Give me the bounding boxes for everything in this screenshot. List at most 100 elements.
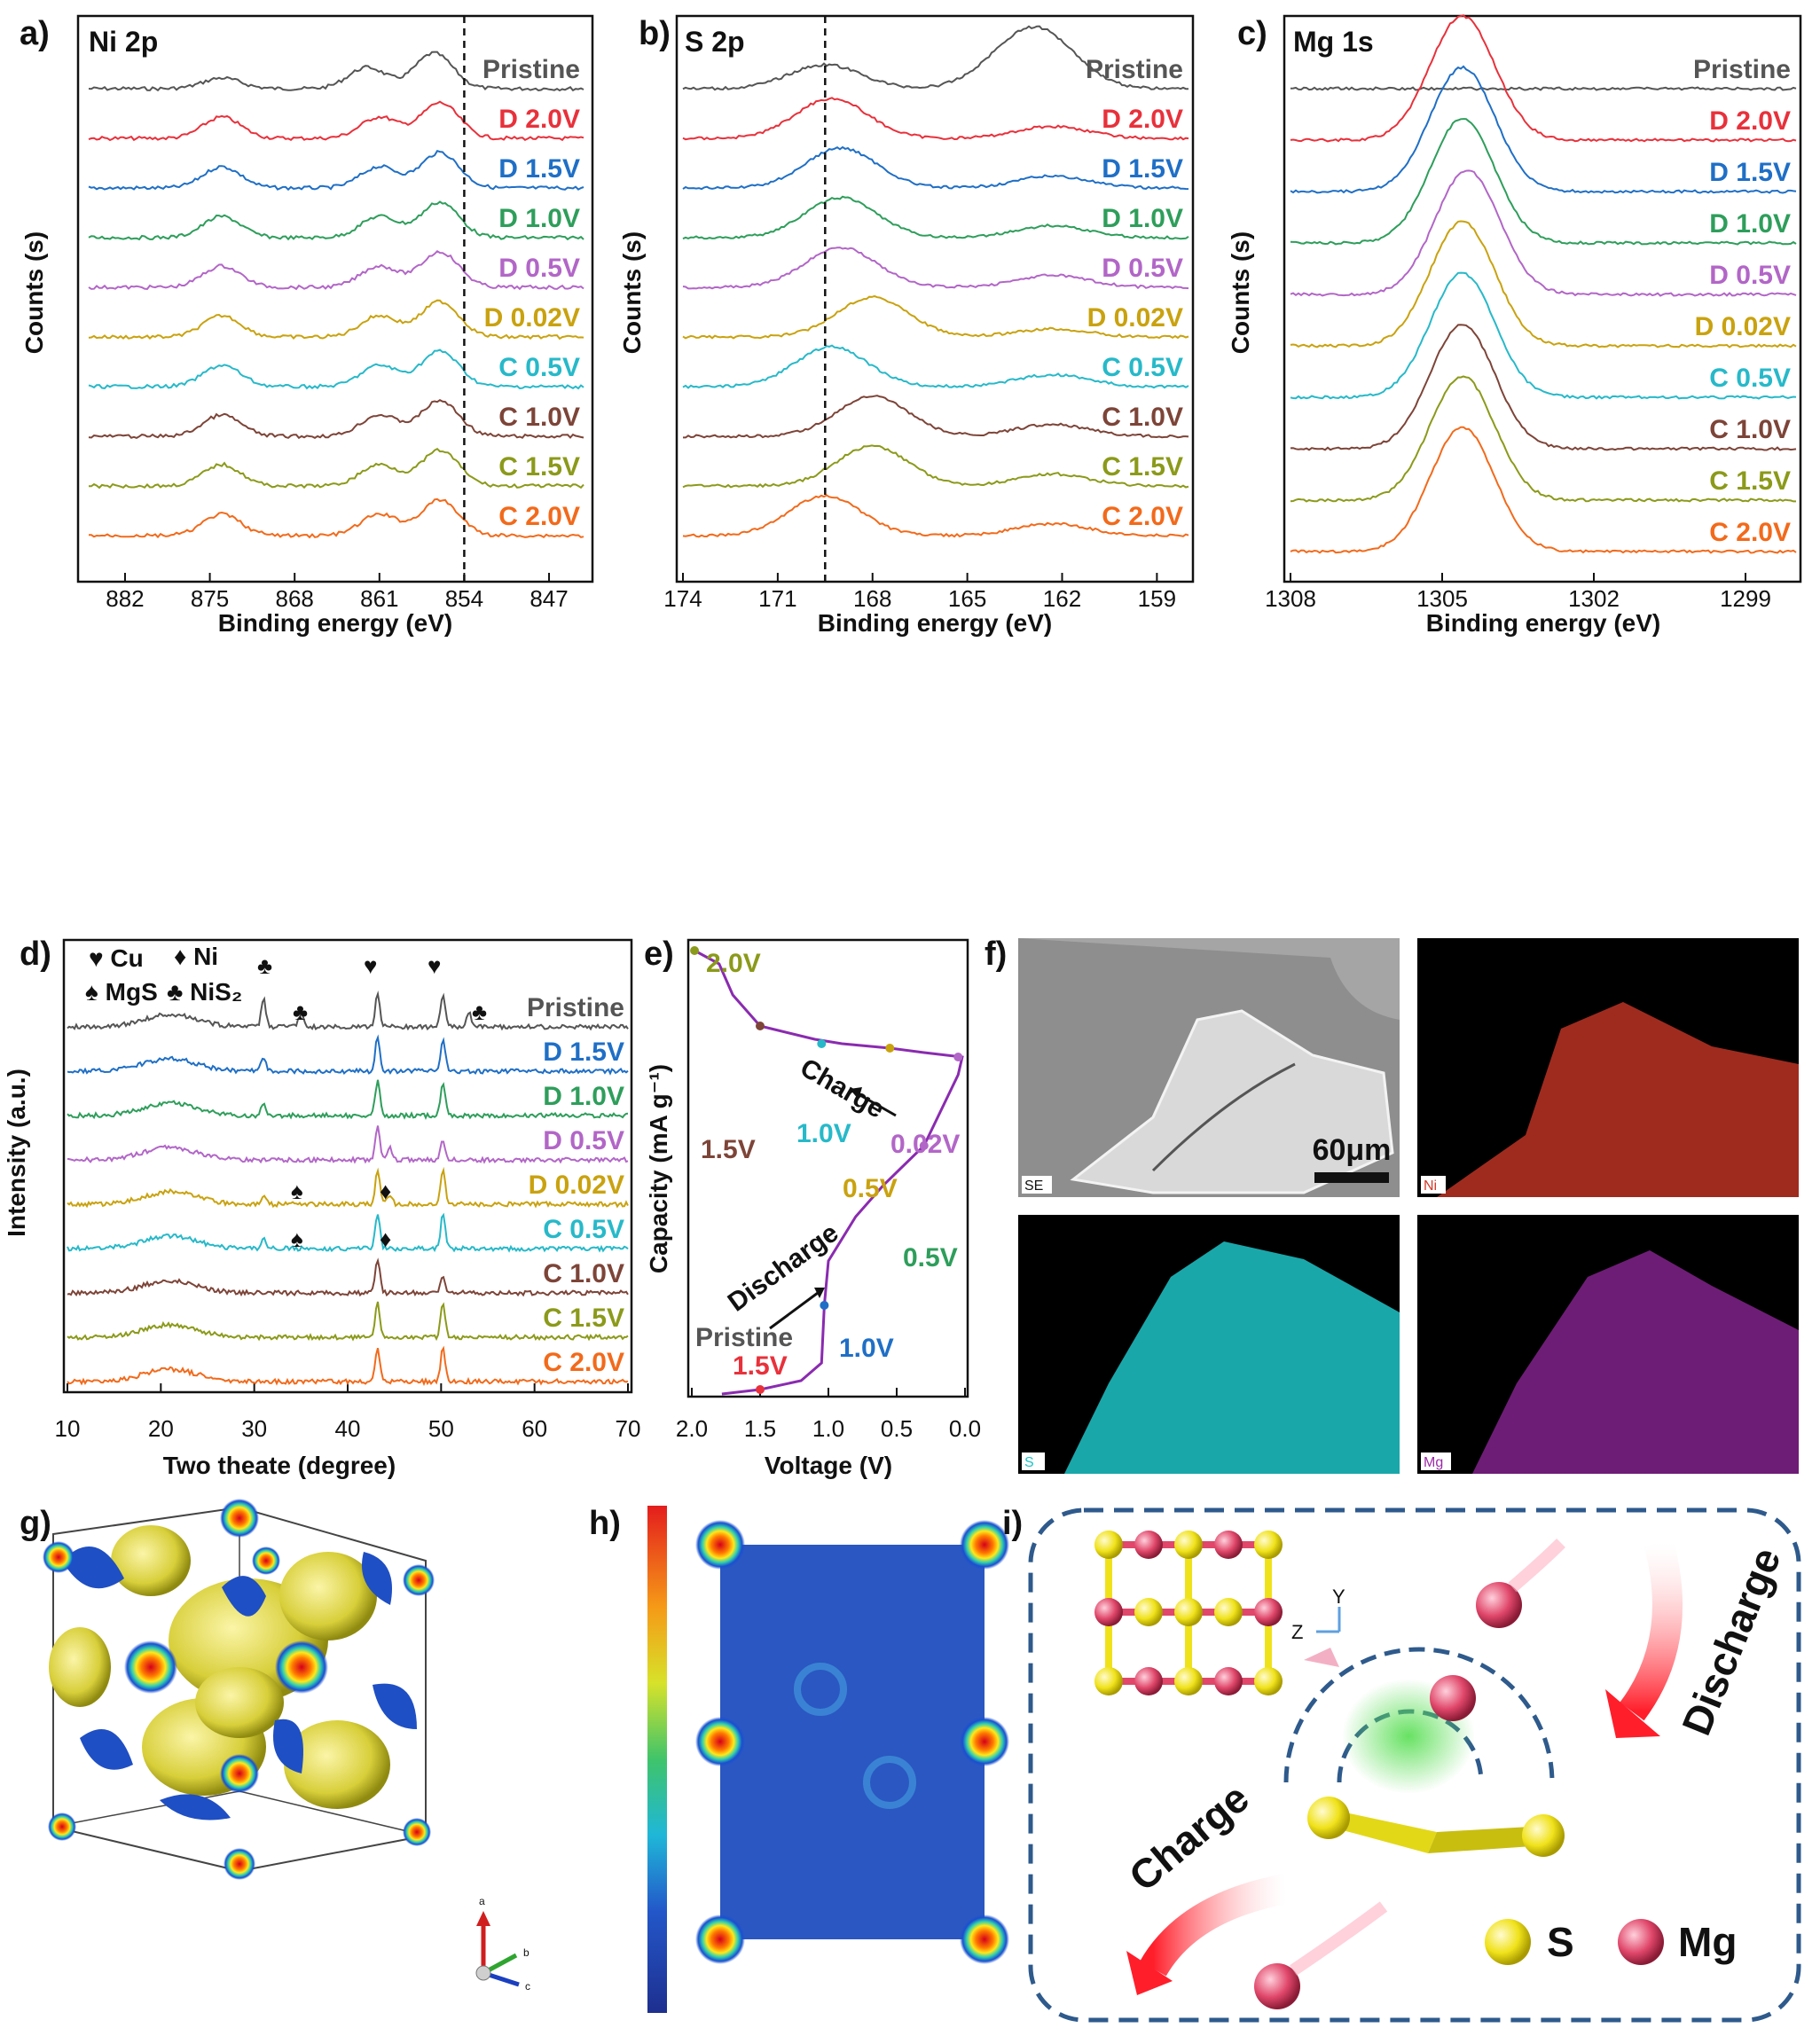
panel-e-xlabel: Voltage (V) xyxy=(765,1452,892,1479)
panel-a-title: Ni 2p xyxy=(89,26,158,58)
state-point xyxy=(820,1301,829,1310)
series-label: D 1.0V xyxy=(543,1082,624,1111)
series-label: C 1.0V xyxy=(1102,403,1183,432)
series-line xyxy=(682,97,1189,141)
charge-density-slice xyxy=(695,1520,1009,1964)
panel-c-title: Mg 1s xyxy=(1293,26,1374,58)
series-label: Pristine xyxy=(1086,55,1183,84)
panel-i-label: i) xyxy=(1002,1505,1023,1542)
axis-c-label: c xyxy=(525,1980,530,1993)
panel-e-annotations: 2.0V 1.5V 1.0V 0.02V 0.5V 0.5V Pristine … xyxy=(695,949,960,1381)
panel-b-xticks: 174 171 168 165 162 159 xyxy=(663,573,1176,612)
state-point xyxy=(953,1053,963,1061)
xtick-label: 2.0 xyxy=(676,1415,708,1442)
legend-ni: ♦ Ni xyxy=(174,943,218,970)
panel-c-series-labels: Pristine D 2.0V D 1.5V D 1.0V D 0.5V D 0.02V C… xyxy=(1693,55,1791,547)
series-line xyxy=(67,1125,629,1164)
series-label: C 2.0V xyxy=(498,502,580,531)
schematic-legend: S Mg xyxy=(1485,1919,1737,1965)
map-tag-ni: Ni xyxy=(1424,1178,1437,1194)
charge-arrow xyxy=(858,1092,897,1117)
series-label: C 1.5V xyxy=(1102,452,1183,482)
panel-e-label: e) xyxy=(644,936,674,973)
panel-h: h) xyxy=(589,1505,1009,2013)
series-line xyxy=(1290,426,1797,554)
xtick-label: 20 xyxy=(148,1415,174,1442)
series-label: D 1.0V xyxy=(498,204,580,233)
xtick-label: 165 xyxy=(948,585,986,612)
panel-a: a) Ni 2p Counts (s) Binding energy (eV) … xyxy=(20,14,594,637)
series-line xyxy=(1290,86,1797,91)
series-line xyxy=(682,195,1189,240)
series-label: D 0.5V xyxy=(543,1126,624,1155)
series-line xyxy=(88,399,584,440)
discharge-arrow-head xyxy=(814,1288,825,1298)
xtick-label: 30 xyxy=(241,1415,267,1442)
panel-c-xlabel: Binding energy (eV) xyxy=(1426,609,1660,637)
xtick-label: 875 xyxy=(191,585,229,612)
series-line xyxy=(683,395,1189,439)
legend-cu: ♥ Cu xyxy=(89,944,144,972)
series-line xyxy=(89,447,584,489)
series-label: D 2.0V xyxy=(498,105,580,134)
panel-d-label: d) xyxy=(20,936,51,973)
series-label: C 0.5V xyxy=(1102,353,1183,382)
series-line xyxy=(67,991,629,1031)
series-label: D 1.5V xyxy=(498,154,580,184)
series-line xyxy=(682,344,1189,389)
series-label: D 2.0V xyxy=(1102,105,1183,134)
xtick-label: 70 xyxy=(616,1415,641,1442)
xtick-label: 162 xyxy=(1043,585,1081,612)
marker-nis2: ♣ xyxy=(293,998,308,1025)
series-line xyxy=(682,25,1189,91)
annot-1.5V-discharge: 1.5V xyxy=(733,1351,788,1381)
eds-map-mg: Mg xyxy=(1417,1215,1799,1474)
axis-y-label: Y xyxy=(1332,1586,1345,1608)
panel-d-peak-markers: ♣ ♣ ♥ ♥ ♣ ♠ ♦ ♠ ♦ xyxy=(257,952,487,1252)
series-label: C 2.0V xyxy=(1709,518,1791,547)
series-line xyxy=(88,200,584,241)
panel-a-frame xyxy=(76,14,594,583)
series-line xyxy=(682,294,1189,340)
panel-b-label: b) xyxy=(639,15,671,52)
series-line xyxy=(1290,169,1797,297)
series-label: C 1.0V xyxy=(543,1259,624,1288)
eds-map-ni: Ni xyxy=(1417,938,1799,1197)
xtick-label: 40 xyxy=(335,1415,361,1442)
legend-mg-sphere xyxy=(1618,1919,1664,1965)
xtick-label: 861 xyxy=(360,585,398,612)
series-label: D 0.02V xyxy=(529,1171,624,1200)
marker-cu: ♥ xyxy=(364,952,377,979)
series-line xyxy=(88,100,584,142)
annot-0.5V-discharge: 0.5V xyxy=(903,1243,958,1272)
series-line xyxy=(682,247,1189,290)
state-point xyxy=(690,946,700,955)
panel-c-ylabel: Counts (s) xyxy=(1227,231,1254,354)
state-point xyxy=(817,1039,827,1048)
panel-b-title: S 2p xyxy=(685,26,745,58)
xtick-label: 159 xyxy=(1138,585,1176,612)
series-line xyxy=(67,1345,629,1387)
series-label: C 0.5V xyxy=(498,353,580,382)
series-line xyxy=(1290,324,1797,451)
panel-a-xticks: 882 875 868 861 854 847 xyxy=(106,573,569,612)
panel-b-ylabel: Counts (s) xyxy=(618,231,646,354)
series-label: C 1.5V xyxy=(1709,466,1791,496)
map-tag-mg: Mg xyxy=(1424,1455,1443,1470)
xtick-label: 882 xyxy=(106,585,144,612)
series-label: D 0.5V xyxy=(1102,254,1183,283)
discharge-arrow xyxy=(769,1291,819,1330)
xtick-label: 1299 xyxy=(1720,585,1771,612)
series-line xyxy=(67,1166,629,1209)
annot-1.0V-discharge: 1.0V xyxy=(839,1334,894,1363)
series-line xyxy=(682,494,1189,538)
series-label: D 1.5V xyxy=(1102,154,1183,184)
panel-e-xticks: 2.0 1.5 1.0 0.5 0.0 xyxy=(676,1388,981,1442)
panel-b: b) S 2p Counts (s) Binding energy (eV) 1… xyxy=(618,14,1195,637)
series-line xyxy=(67,1257,629,1297)
marker-ni: ♦ xyxy=(380,1225,391,1252)
xtick-label: 1305 xyxy=(1416,585,1468,612)
series-label: C 1.0V xyxy=(498,403,580,432)
panel-a-xlabel: Binding energy (eV) xyxy=(218,609,452,637)
